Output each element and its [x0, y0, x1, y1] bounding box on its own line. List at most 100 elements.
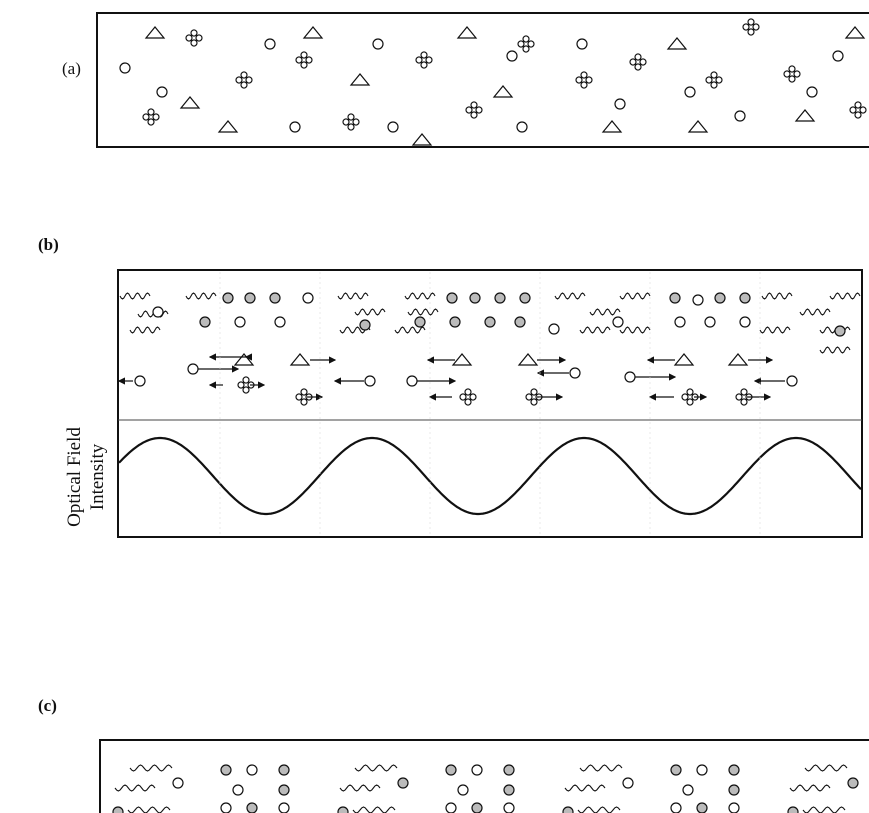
panel-label: (c)	[38, 696, 57, 715]
particle-triangle	[668, 38, 686, 49]
particle-triangle	[603, 121, 621, 132]
particle-circle	[407, 376, 417, 386]
panel-box	[118, 270, 862, 537]
particle-circle	[549, 324, 559, 334]
particle-circle	[472, 803, 482, 813]
particle-circle	[135, 376, 145, 386]
particle-circle	[697, 803, 707, 813]
particle-circle	[290, 122, 300, 132]
particle-circle	[446, 803, 456, 813]
particle-cross	[236, 72, 252, 88]
particle-circle	[275, 317, 285, 327]
particle-circle	[233, 785, 243, 795]
particle-circle	[671, 803, 681, 813]
particle-circle	[279, 803, 289, 813]
particle-circle	[715, 293, 725, 303]
particle-circle	[265, 39, 275, 49]
particle-circle	[729, 785, 739, 795]
particle-circle	[671, 765, 681, 775]
particle-circle	[360, 320, 370, 330]
particle-wave	[580, 327, 610, 333]
particle-wave	[760, 327, 790, 333]
particle-circle	[472, 765, 482, 775]
particle-circle	[570, 368, 580, 378]
particle-circle	[515, 317, 525, 327]
particle-circle	[495, 293, 505, 303]
particle-triangle	[519, 354, 537, 365]
particle-circle	[740, 317, 750, 327]
particle-circle	[365, 376, 375, 386]
figure: (a) (b) Optical Field Intensity (c)	[0, 0, 869, 813]
particle-circle	[279, 765, 289, 775]
particle-triangle	[351, 74, 369, 85]
particle-circle	[625, 372, 635, 382]
particle-cross	[460, 389, 476, 405]
y-axis-label: Optical Field Intensity	[64, 427, 108, 527]
particle-wave	[115, 785, 155, 791]
particle-circle	[504, 785, 514, 795]
particle-circle	[373, 39, 383, 49]
particle-cross	[143, 109, 159, 125]
particle-circle	[388, 122, 398, 132]
particle-circle	[613, 317, 623, 327]
particle-cross	[784, 66, 800, 82]
optical-field-curve	[119, 438, 861, 514]
particle-circle	[303, 293, 313, 303]
particle-circle	[787, 376, 797, 386]
particle-circle	[705, 317, 715, 327]
particle-circle	[623, 778, 633, 788]
particle-circle	[221, 803, 231, 813]
particle-circle	[848, 778, 858, 788]
particle-circle	[235, 317, 245, 327]
particle-wave	[130, 765, 172, 771]
particle-circle	[223, 293, 233, 303]
particle-triangle	[291, 354, 309, 365]
particle-circle	[807, 87, 817, 97]
particle-triangle	[846, 27, 864, 38]
particle-wave	[408, 309, 438, 315]
particle-circle	[504, 803, 514, 813]
particle-circle	[517, 122, 527, 132]
particle-wave	[120, 293, 150, 299]
particle-circle	[247, 803, 257, 813]
particle-cross	[466, 102, 482, 118]
particle-triangle	[458, 27, 476, 38]
particle-wave	[580, 765, 622, 771]
particle-circle	[683, 785, 693, 795]
particle-circle	[675, 317, 685, 327]
particle-triangle	[675, 354, 693, 365]
particle-wave	[762, 293, 792, 299]
particle-triangle	[181, 97, 199, 108]
panel-label: (a)	[62, 59, 81, 78]
particle-circle	[835, 326, 845, 336]
particle-wave	[565, 785, 605, 791]
particle-cross	[630, 54, 646, 70]
particle-circle	[270, 293, 280, 303]
particle-cross	[576, 72, 592, 88]
particle-circle	[153, 307, 163, 317]
particle-circle	[788, 807, 798, 813]
particle-cross	[743, 19, 759, 35]
particle-circle	[247, 765, 257, 775]
particle-circle	[450, 317, 460, 327]
particle-cross	[518, 36, 534, 52]
particle-circle	[670, 293, 680, 303]
particle-wave	[590, 309, 620, 315]
particle-cross	[186, 30, 202, 46]
panel-box	[100, 740, 869, 813]
particle-wave	[620, 327, 650, 333]
particle-wave	[353, 807, 395, 813]
particle-circle	[221, 765, 231, 775]
particle-wave	[130, 327, 160, 333]
particle-circle	[398, 778, 408, 788]
particle-circle	[729, 765, 739, 775]
particle-triangle	[689, 121, 707, 132]
y-label-line: Optical Field	[64, 427, 85, 527]
particle-cross	[706, 72, 722, 88]
particle-triangle	[494, 86, 512, 97]
particle-circle	[470, 293, 480, 303]
particle-circle	[485, 317, 495, 327]
panel-label: (b)	[38, 235, 59, 254]
particle-cross	[343, 114, 359, 130]
particle-wave	[338, 293, 368, 299]
